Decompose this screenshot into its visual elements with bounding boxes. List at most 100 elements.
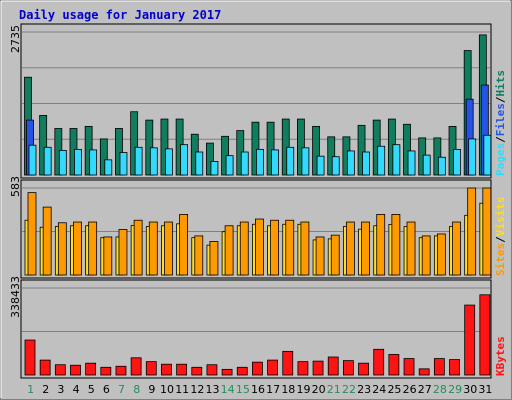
x-tick-label: 24 [372, 383, 386, 396]
visits-bar [376, 214, 386, 276]
hits-bar [251, 121, 260, 176]
x-tick-label: 21 [327, 383, 341, 396]
x-tick-label: 6 [103, 383, 110, 396]
hits-bar [357, 124, 366, 176]
kbytes-bar [433, 358, 445, 376]
x-tick-label: 18 [281, 383, 295, 396]
pages-bar [316, 155, 325, 176]
kbytes-bar [176, 363, 188, 376]
x-tick-label: 8 [133, 383, 140, 396]
legend-sep: / [494, 96, 507, 103]
hits-bar [130, 111, 139, 176]
x-tick-label: 27 [418, 383, 432, 396]
kbytes-bar [297, 361, 309, 376]
visits-bar [315, 236, 325, 276]
pages-bar [286, 146, 295, 176]
hits-bar [297, 118, 305, 176]
pages-bar [331, 156, 340, 176]
pages-bar [28, 144, 37, 176]
kbytes-bar [403, 358, 415, 376]
visits-bar [239, 221, 249, 276]
pages-bar [301, 147, 310, 176]
x-tick-label: 5 [88, 383, 95, 396]
pages-bar [210, 161, 219, 176]
chart-title: Daily usage for January 2017 [19, 8, 221, 22]
hits-bar [403, 123, 411, 176]
visits-bar [421, 235, 431, 276]
x-tick-label: 7 [118, 383, 125, 396]
x-tick-label: 25 [387, 383, 401, 396]
kbytes-bar [267, 359, 278, 376]
visits-bar [103, 236, 113, 276]
pages-bar [362, 151, 370, 176]
visits-bar [270, 219, 279, 276]
visits-bar [88, 221, 98, 276]
visits-bar [436, 233, 446, 276]
pages-bar [453, 148, 461, 176]
visits-bar [57, 222, 67, 276]
kbytes-bar [115, 365, 127, 376]
legend-pages: Pages [494, 143, 507, 176]
legend-sites: Sites [494, 243, 507, 276]
y-max-label: 2735 [9, 25, 22, 53]
visits-bar [482, 187, 492, 276]
x-tick-label: 10 [160, 383, 174, 396]
x-tick-label: 11 [175, 383, 189, 396]
visits-bar [73, 221, 82, 276]
pages-bar [149, 147, 158, 176]
x-tick-label: 19 [296, 383, 310, 396]
pages-bar [468, 138, 477, 176]
x-tick-label: 4 [73, 383, 80, 396]
kbytes-bar [418, 368, 430, 376]
hits-bar [115, 128, 123, 176]
hits-bar [99, 138, 108, 176]
visits-bar [224, 225, 234, 276]
hits-bar [433, 137, 442, 176]
x-tick-label: 2 [42, 383, 49, 396]
visits-bar [391, 214, 401, 276]
visits-bar [406, 221, 416, 276]
x-tick-label: 14 [221, 383, 235, 396]
y-max-label: 338433 [9, 276, 22, 318]
visits-bar [133, 219, 143, 276]
legend-sep: / [494, 236, 507, 243]
visits-bar [118, 229, 128, 276]
x-tick-label: 3 [57, 383, 64, 396]
visits-bar [452, 221, 461, 276]
pages-bar [43, 146, 52, 176]
visits-bar [255, 218, 264, 276]
pages-bar [392, 144, 401, 176]
visits-sites-panel: 583 Sites/Visits [9, 176, 507, 279]
x-tick-label: 23 [357, 383, 371, 396]
pages-bar [225, 155, 234, 176]
hits-bar [206, 142, 214, 176]
x-tick-label: 20 [312, 383, 326, 396]
kbytes-bar [54, 364, 66, 376]
hits-bar [39, 114, 48, 176]
pages-bar [483, 134, 492, 176]
x-tick-label: 1 [27, 383, 34, 396]
visits-bar [148, 221, 158, 276]
visits-bar [42, 206, 52, 276]
legend-kbytes: KBytes [494, 336, 507, 376]
kbytes-bar [130, 357, 142, 376]
visits-bar [361, 221, 370, 276]
x-tick-label: 13 [206, 383, 220, 396]
pages-bar [422, 154, 431, 176]
hits-bar [312, 125, 320, 176]
visits-bar [285, 219, 295, 276]
x-tick-label: 22 [342, 383, 356, 396]
kbytes-bar [206, 364, 218, 376]
kbytes-bar [342, 360, 354, 376]
kbytes-bar [388, 354, 400, 376]
visits-bar [345, 221, 355, 276]
hits-bar [327, 136, 336, 176]
visits-bar [330, 234, 340, 276]
pages-bar [119, 152, 128, 176]
kbytes-bar [312, 360, 324, 376]
kbytes-bar [191, 366, 203, 376]
x-tick-label: 29 [448, 383, 462, 396]
x-tick-label: 28 [433, 383, 447, 396]
